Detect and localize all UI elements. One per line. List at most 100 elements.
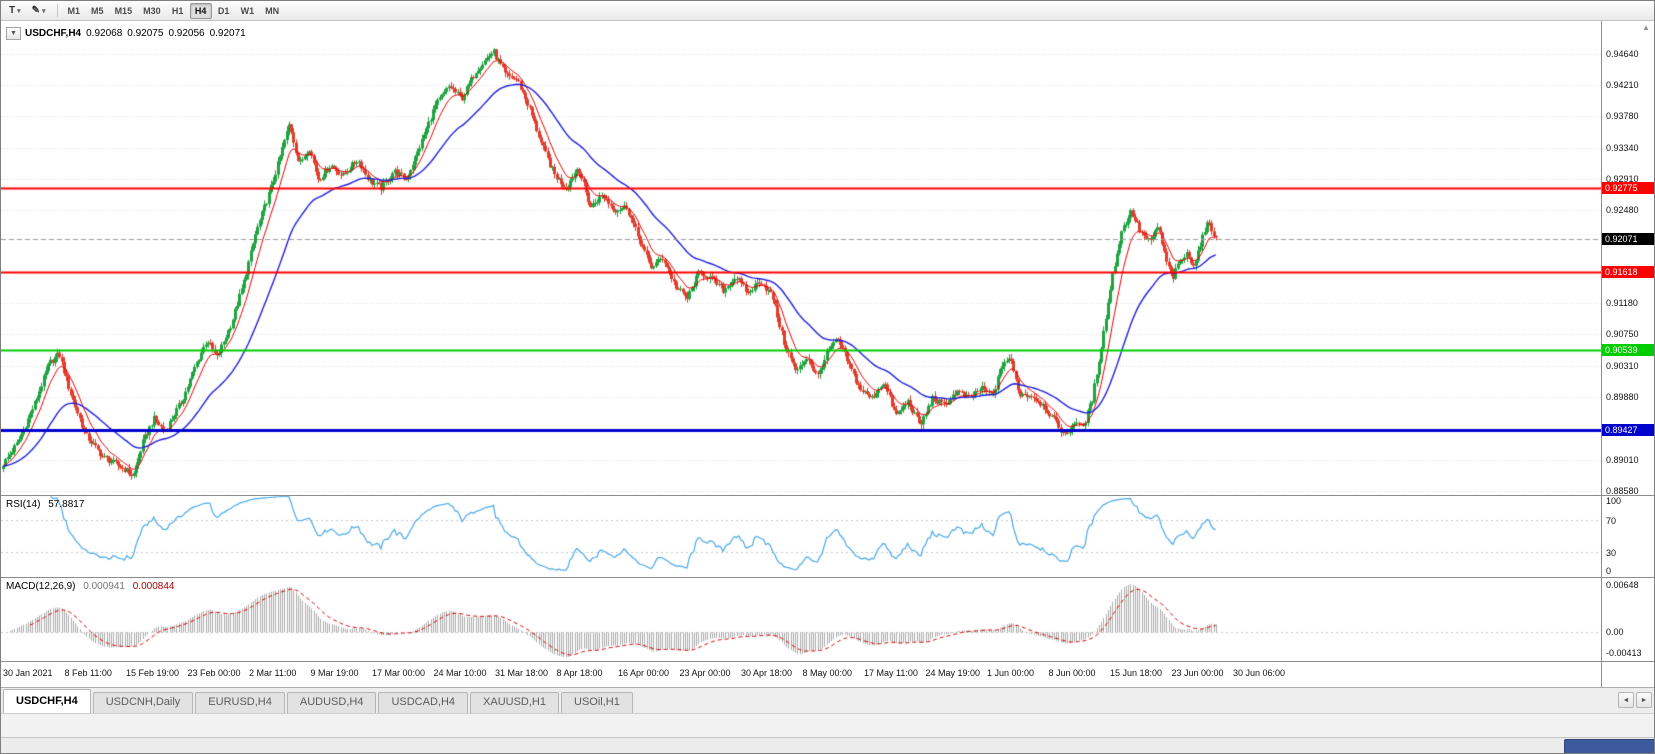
timeframe-button-M5[interactable]: M5 — [91, 5, 104, 16]
chevron-down-icon: ▾ — [42, 7, 46, 15]
chart-tab-EURUSD-H4[interactable]: EURUSD,H4 — [195, 692, 285, 713]
time-axis-label: 15 Feb 19:00 — [126, 668, 180, 678]
time-axis-border — [1, 661, 1654, 662]
timeframe-button-D1[interactable]: D1 — [217, 5, 230, 16]
chart-tab-XAUUSD-H1[interactable]: XAUUSD,H1 — [470, 692, 559, 713]
price-axis-label: 0.89880 — [1606, 392, 1639, 403]
price-axis-border — [1601, 21, 1602, 687]
time-axis-label: 31 Mar 18:00 — [495, 668, 549, 678]
window-separator-macd[interactable] — [1, 577, 1654, 578]
time-axis-label: 16 Apr 00:00 — [618, 668, 670, 678]
toolbar-separator — [56, 4, 58, 17]
macd-main-value: 0.000941 — [83, 581, 125, 592]
price-axis-label: 0.93780 — [1606, 111, 1639, 122]
timeframe-button-group: M1 M5 M15 M30 H1 H4 D1 W1 MN — [63, 2, 286, 19]
quote-open: 0.92068 — [86, 28, 123, 39]
timeframe-button-H1[interactable]: H1 — [171, 5, 184, 16]
time-axis-label: 24 May 19:00 — [925, 668, 981, 678]
status-strip — [1, 713, 1654, 737]
macd-axis-label: 0.00648 — [1606, 580, 1639, 590]
price-level-badge-090539: 0.90539 — [1602, 343, 1654, 356]
time-axis-label: 8 Jun 00:00 — [1048, 668, 1096, 678]
quote-close: 0.92071 — [209, 28, 246, 39]
time-axis-label: 24 Mar 10:00 — [433, 668, 487, 678]
timeframe-button-MN[interactable]: MN — [265, 5, 280, 16]
chart-tab-USOil-H1[interactable]: USOil,H1 — [561, 692, 633, 713]
time-axis-label: 2 Mar 11:00 — [249, 668, 297, 678]
rsi-name: RSI(14) — [6, 499, 41, 510]
draw-tools-button[interactable]: ✎ ▾ — [27, 3, 51, 19]
rsi-axis-label: 100 — [1606, 496, 1622, 506]
time-axis-label: 30 Apr 18:00 — [741, 668, 793, 678]
chart-tab-AUDUSD-H4[interactable]: AUDUSD,H4 — [286, 692, 377, 713]
main-chart-canvas[interactable] — [1, 21, 1601, 495]
price-axis-label: 0.91180 — [1606, 298, 1638, 309]
symbol-label: USDCHF,H4 — [25, 28, 82, 39]
price-level-badge-092775: 0.92775 — [1602, 182, 1654, 195]
time-axis: 30 Jan 2021 8 Feb 11:00 15 Feb 19:00 23 Feb… — [1, 661, 1601, 687]
time-axis-label: 23 Jun 00:00 — [1171, 668, 1224, 678]
price-axis-label: 0.90750 — [1606, 329, 1639, 340]
macd-label: MACD(12,26,9) 0.000941 0.000844 — [6, 581, 174, 592]
macd-name: MACD(12,26,9) — [6, 581, 76, 592]
rsi-label: RSI(14) 57.8817 — [6, 499, 84, 510]
price-axis-label: 0.92910 — [1606, 173, 1639, 184]
price-axis-label: 0.88580 — [1606, 485, 1639, 496]
time-axis-label: 23 Feb 00:00 — [187, 668, 241, 678]
timeframe-button-M30[interactable]: M30 — [143, 5, 161, 16]
price-axis-label: 0.89010 — [1606, 454, 1639, 465]
time-axis-label: 23 Apr 00:00 — [679, 668, 731, 678]
axis-scroll-up-icon: ▲ — [1642, 23, 1650, 32]
time-axis-label: 1 Jun 00:00 — [987, 668, 1035, 678]
quote-low: 0.92056 — [168, 28, 205, 39]
quote-high: 0.92075 — [127, 28, 164, 39]
macd-indicator-canvas[interactable] — [1, 577, 1601, 661]
tab-scroll-right-button[interactable]: ► — [1636, 692, 1652, 708]
price-axis-label: 0.94640 — [1606, 49, 1639, 60]
one-click-trading-toggle[interactable]: ▼ — [6, 27, 21, 40]
templates-button-label: T — [9, 5, 16, 16]
price-axis-label: 0.90310 — [1606, 361, 1639, 372]
price-level-badge-089427: 0.89427 — [1602, 423, 1654, 436]
price-axis-label: 0.93340 — [1606, 142, 1639, 153]
time-axis-label: 8 May 00:00 — [802, 668, 853, 678]
toolbar: T ▾ ✎ ▾ M1 M5 M15 M30 H1 H4 D1 W1 MN — [1, 1, 1654, 21]
timeframe-button-W1[interactable]: W1 — [240, 5, 255, 16]
time-axis-label: 8 Feb 11:00 — [64, 668, 112, 678]
chart-tabs-bar: USDCHF,H4 USDCNH,Daily EURUSD,H4 AUDUSD,H4 U… — [1, 687, 1654, 713]
time-axis-label: 9 Mar 19:00 — [310, 668, 359, 678]
time-axis-label: 30 Jan 2021 — [3, 668, 53, 678]
rsi-axis-label: 0 — [1606, 566, 1612, 576]
chart-tab-USDCNH-Daily[interactable]: USDCNH,Daily — [92, 692, 194, 713]
time-axis-label: 17 May 11:00 — [864, 668, 918, 678]
timeframe-button-M15[interactable]: M15 — [114, 5, 133, 16]
scrollbar-thumb[interactable] — [1564, 739, 1654, 753]
chart-symbol-header: ▼ USDCHF,H4 0.92068 0.92075 0.92056 0.92… — [6, 27, 246, 40]
chevron-down-icon: ▾ — [17, 7, 21, 15]
templates-button[interactable]: T ▾ — [4, 3, 26, 19]
time-axis-label: 15 Jun 18:00 — [1110, 668, 1163, 678]
pencil-icon: ✎ — [31, 5, 41, 16]
chart-tab-USDCHF-H4[interactable]: USDCHF,H4 — [3, 689, 91, 713]
time-axis-label: 17 Mar 00:00 — [372, 668, 426, 678]
rsi-value: 57.8817 — [48, 499, 85, 510]
macd-axis-label: 0.00 — [1606, 627, 1624, 638]
tab-scroll-arrows: ◄ ► — [1616, 687, 1654, 713]
price-axis-label: 0.94210 — [1606, 80, 1639, 91]
tab-scroll-left-button[interactable]: ◄ — [1618, 692, 1634, 708]
timeframe-button-M1[interactable]: M1 — [67, 5, 81, 16]
rsi-indicator-canvas[interactable] — [1, 495, 1601, 577]
macd-axis-label: -0.00413 — [1606, 648, 1642, 658]
chart-tab-USDCAD-H4[interactable]: USDCAD,H4 — [378, 692, 469, 713]
price-axis-label: 0.92480 — [1606, 204, 1639, 215]
window-separator-rsi[interactable] — [1, 495, 1654, 496]
time-axis-label: 30 Jun 06:00 — [1233, 668, 1286, 678]
rsi-axis-label: 70 — [1606, 515, 1617, 526]
rsi-axis-label: 30 — [1606, 548, 1617, 559]
timeframe-button-H4[interactable]: H4 — [189, 2, 212, 19]
current-price-badge: 0.92071 — [1602, 233, 1654, 246]
time-axis-label: 8 Apr 18:00 — [556, 668, 603, 678]
horizontal-scrollbar[interactable] — [1, 737, 1654, 753]
price-level-badge-091618: 0.91618 — [1602, 265, 1654, 278]
